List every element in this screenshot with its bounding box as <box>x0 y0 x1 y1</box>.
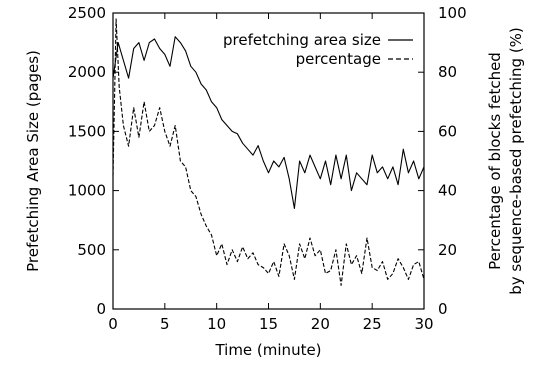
x-tick-label: 5 <box>160 315 170 333</box>
y2-tick-label: 60 <box>438 122 457 140</box>
y-tick-label: 500 <box>77 241 106 259</box>
x-tick-label: 0 <box>108 315 118 333</box>
x-tick-label: 25 <box>363 315 382 333</box>
x-tick-label: 30 <box>414 315 433 333</box>
legend: prefetching area size percentage <box>223 31 413 68</box>
y-tick-label: 2500 <box>68 4 106 22</box>
y-tick-label: 2000 <box>68 63 106 81</box>
x-tick-label: 15 <box>259 315 278 333</box>
y-tick-label: 0 <box>96 300 106 318</box>
plot-lines <box>112 18 425 286</box>
series-line-2 <box>112 18 425 286</box>
y-tick-label: 1000 <box>68 182 106 200</box>
y2-tick-label: 100 <box>438 4 467 22</box>
y2-axis-label-line2: by sequence-based prefetching (%) <box>507 27 525 295</box>
y2-tick-label: 40 <box>438 182 457 200</box>
y-tick-label: 1500 <box>68 122 106 140</box>
legend-label-series-1: prefetching area size <box>223 31 381 49</box>
y2-tick-label: 20 <box>438 241 457 259</box>
y2-tick-label: 80 <box>438 63 457 81</box>
y2-axis-label-line1: Percentage of blocks fetched <box>486 52 504 270</box>
y-axis-label: Prefetching Area Size (pages) <box>24 50 42 272</box>
x-ticks: 0 5 10 15 20 25 30 <box>108 13 434 333</box>
series-line-1 <box>112 36 425 209</box>
y2-tick-label: 0 <box>438 300 448 318</box>
x-axis-label: Time (minute) <box>214 341 321 359</box>
y2-ticks: 0 20 40 60 80 100 <box>418 4 467 318</box>
x-tick-label: 10 <box>207 315 226 333</box>
x-tick-label: 20 <box>311 315 330 333</box>
y-ticks: 0 500 1000 1500 2000 2500 <box>68 4 119 318</box>
legend-label-series-2: percentage <box>296 50 381 68</box>
